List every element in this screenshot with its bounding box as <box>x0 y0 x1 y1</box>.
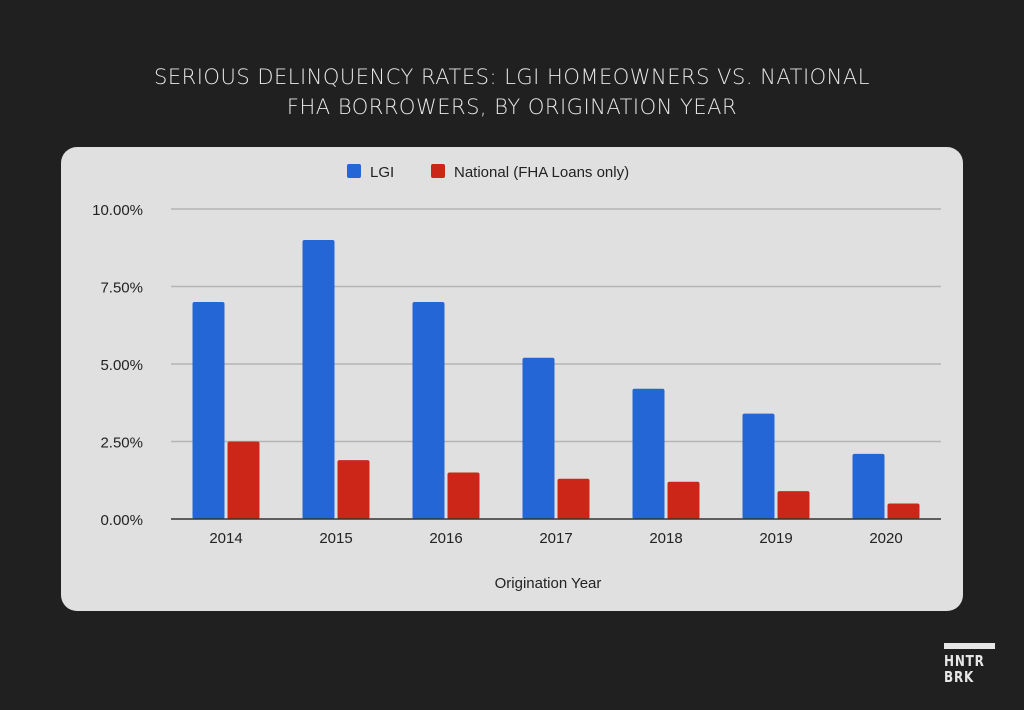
bar-lgi-2014 <box>192 302 225 519</box>
y-tick-label: 2.50% <box>100 435 143 452</box>
y-tick-label: 10.00% <box>92 202 143 219</box>
bar-lgi-2017 <box>522 357 555 519</box>
legend-swatch-0 <box>347 164 361 178</box>
chart-title-line-2: FHA BORROWERS, BY ORIGINATION YEAR <box>286 95 738 119</box>
x-tick-label: 2018 <box>649 530 682 547</box>
x-tick-label: 2014 <box>209 530 242 547</box>
x-tick-label: 2019 <box>759 530 792 547</box>
x-tick-label: 2016 <box>429 530 462 547</box>
bar-national-2015 <box>337 460 370 519</box>
bar-national-2014 <box>227 441 260 519</box>
bar-lgi-2020 <box>852 453 885 519</box>
hntr-brk-logo: HNTR BRK <box>944 643 996 685</box>
bar-lgi-2016 <box>412 302 445 519</box>
x-tick-label: 2015 <box>319 530 352 547</box>
logo-line-2: BRK <box>944 668 975 686</box>
x-axis-label: Origination Year <box>495 575 602 592</box>
bar-national-2018 <box>667 481 700 519</box>
chart-title: SERIOUS DELINQUENCY RATES: LGI HOMEOWNER… <box>0 62 1024 122</box>
y-tick-label: 5.00% <box>100 357 143 374</box>
bar-national-2019 <box>777 491 810 519</box>
x-tick-label: 2017 <box>539 530 572 547</box>
bar-national-2017 <box>557 478 590 519</box>
bar-national-2016 <box>447 472 480 519</box>
legend-swatch-1 <box>431 164 445 178</box>
y-tick-label: 7.50% <box>100 280 143 297</box>
legend-label: National (FHA Loans only) <box>454 164 629 181</box>
logo-line-1: HNTR <box>944 652 985 670</box>
bar-lgi-2018 <box>632 388 665 519</box>
chart-title-line-1: SERIOUS DELINQUENCY RATES: LGI HOMEOWNER… <box>154 65 870 89</box>
x-tick-label: 2020 <box>869 530 902 547</box>
legend-label: LGI <box>370 164 394 181</box>
bar-lgi-2015 <box>302 240 335 519</box>
bar-lgi-2019 <box>742 413 775 519</box>
bar-national-2020 <box>887 503 920 519</box>
logo-bar <box>944 643 995 649</box>
y-tick-label: 0.00% <box>100 512 143 529</box>
